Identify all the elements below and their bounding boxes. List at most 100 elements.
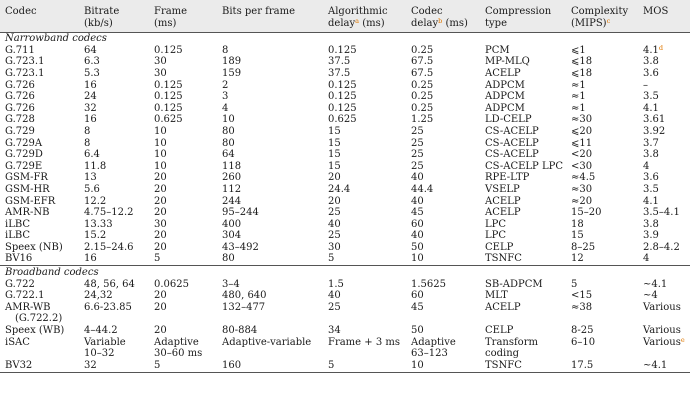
cell-mos: 3.9 <box>641 230 690 242</box>
cell-bits-per-frame: 244 <box>220 195 326 208</box>
cell-mos: 3.8 <box>641 56 690 68</box>
cell-codec: iLBC <box>0 230 82 242</box>
cell-frame: 0.625 <box>152 114 220 126</box>
cell-complexity: ≈1 <box>569 91 641 103</box>
cell-frame: 20 <box>152 301 220 326</box>
cell-bitrate: 6.6-23.85 <box>82 301 152 326</box>
cell-compression-type: TSNFC <box>483 253 569 266</box>
cell-bitrate: 5.6 <box>82 183 152 196</box>
table-header-row: Codec Bitrate (kb/s) Frame (ms) Bits per fram… <box>0 0 690 33</box>
header-mos-line1: MOS <box>643 6 669 17</box>
cell-compression-type: MP-MLQ <box>483 56 569 68</box>
cell-algorithmic-delay: 37.5 <box>326 56 409 68</box>
cell-bitrate: 64 <box>82 44 152 57</box>
cell-frame: 20 <box>152 195 220 208</box>
cell-bitrate: 15.2 <box>82 230 152 242</box>
cell-frame: Adaptive 30–60 ms <box>152 336 220 360</box>
cell-algorithmic-delay: 0.125 <box>326 102 409 115</box>
cell-bits-per-frame: 160 <box>220 359 326 374</box>
cell-bits-per-frame: 80-884 <box>220 325 326 337</box>
table-row: G.729E 11.8 10 118 15 25 CS-ACELP LPC <30 4 <box>0 160 690 173</box>
table-row: BV32 32 5 160 5 10 TSNFC 17.5 ~4.1 <box>0 359 690 374</box>
cell-bits-per-frame: 480, 640 <box>220 290 326 302</box>
cell-codec: G.722 <box>0 278 82 291</box>
cell-bits-per-frame: 10 <box>220 114 326 126</box>
cell-bits-per-frame: 304 <box>220 230 326 242</box>
cell-codec-delay: 67.5 <box>409 67 483 80</box>
cell-frame: 5 <box>152 253 220 266</box>
table-row: iLBC 15.2 20 304 25 40 LPC 15 3.9 <box>0 230 690 242</box>
cell-mos: ~4.1 <box>641 278 690 291</box>
cell-codec-delay: 44.4 <box>409 183 483 196</box>
cell-bits-per-frame: 3–4 <box>220 278 326 291</box>
cell-algorithmic-delay: 0.625 <box>326 114 409 126</box>
cell-frame: 20 <box>152 325 220 337</box>
table-row: Speex (WB) 4–44.2 20 80-884 34 50 CELP 8-25 Vari… <box>0 325 690 337</box>
cell-complexity: ≈4.5 <box>569 172 641 184</box>
cell-frame: 20 <box>152 290 220 302</box>
cell-compression-type: CS-ACELP LPC <box>483 160 569 173</box>
cell-bitrate: 13 <box>82 172 152 184</box>
cell-bitrate: 24 <box>82 91 152 103</box>
cell-bitrate: 8 <box>82 137 152 150</box>
cell-bits-per-frame: 3 <box>220 91 326 103</box>
cell-codec: Speex (NB) <box>0 241 82 254</box>
cell-mos: Various <box>641 325 690 337</box>
cell-codec: G.722.1 <box>0 290 82 302</box>
cell-algorithmic-delay: 0.125 <box>326 44 409 57</box>
table-row: GSM-FR 13 20 260 20 40 RPE-LTP ≈4.5 3.6 <box>0 172 690 184</box>
cell-compression-type: Transform coding <box>483 336 569 360</box>
cell-codec: G.726 <box>0 91 82 103</box>
cell-frame: 20 <box>152 183 220 196</box>
cell-codec-delay: 45 <box>409 207 483 219</box>
cell-codec: G.728 <box>0 114 82 126</box>
header-codec-delay: Codec delayb (ms) <box>409 0 483 33</box>
cell-codec-delay: 45 <box>409 301 483 326</box>
section-header-row: Narrowband codecs <box>0 32 690 45</box>
cell-algorithmic-delay: 15 <box>326 149 409 161</box>
cell-algorithmic-delay: 25 <box>326 207 409 219</box>
cell-bitrate: 4.75–12.2 <box>82 207 152 219</box>
cell-codec: G.723.1 <box>0 67 82 80</box>
section-header-row: Broadband codecs <box>0 265 690 279</box>
cell-bits-per-frame: 64 <box>220 149 326 161</box>
cell-complexity: 15–20 <box>569 207 641 219</box>
cell-mos: Various <box>641 301 690 326</box>
cell-mos: 3.5 <box>641 183 690 196</box>
header-mos: MOS <box>641 0 690 33</box>
cell-compression-type: LPC <box>483 218 569 231</box>
cell-bits-per-frame: 159 <box>220 67 326 80</box>
cell-bits-per-frame: 2 <box>220 79 326 92</box>
cell-frame: 0.125 <box>152 102 220 115</box>
table-row: G.722 48, 56, 64 0.0625 3–4 1.5 1.5625 SB-ADPC… <box>0 278 690 291</box>
footnote-mark: b <box>438 16 443 25</box>
cell-frame: 20 <box>152 241 220 254</box>
cell-frame: 5 <box>152 359 220 374</box>
cell-mos: 3.7 <box>641 137 690 150</box>
cell-algorithmic-delay: 37.5 <box>326 67 409 80</box>
cell-compression-type: ADPCM <box>483 91 569 103</box>
cell-codec: iLBC <box>0 218 82 231</box>
cell-frame: 20 <box>152 172 220 184</box>
cell-bitrate: 16 <box>82 114 152 126</box>
cell-algorithmic-delay: 1.5 <box>326 278 409 291</box>
cell-bitrate: 24,32 <box>82 290 152 302</box>
cell-complexity: 5 <box>569 278 641 291</box>
cell-codec: G.726 <box>0 79 82 92</box>
cell-bitrate: 11.8 <box>82 160 152 173</box>
cell-codec-delay: 67.5 <box>409 56 483 68</box>
cell-codec-delay: Adaptive 63–123 <box>409 336 483 360</box>
cell-codec: G.711 <box>0 44 82 57</box>
cell-bitrate: 4–44.2 <box>82 325 152 337</box>
cell-codec: BV16 <box>0 253 82 266</box>
table-row: GSM-HR 5.6 20 112 24.4 44.4 VSELP ≈30 3.5 <box>0 183 690 196</box>
cell-codec-delay: 0.25 <box>409 91 483 103</box>
cell-codec: G.729E <box>0 160 82 173</box>
cell-frame: 10 <box>152 137 220 150</box>
cell-mos: 3.92 <box>641 125 690 138</box>
header-bits-per-frame: Bits per frame <box>220 0 326 33</box>
cell-algorithmic-delay: 20 <box>326 195 409 208</box>
cell-complexity: ≈38 <box>569 301 641 326</box>
cell-codec: G.729A <box>0 137 82 150</box>
cell-complexity: ⩽1 <box>569 44 641 57</box>
